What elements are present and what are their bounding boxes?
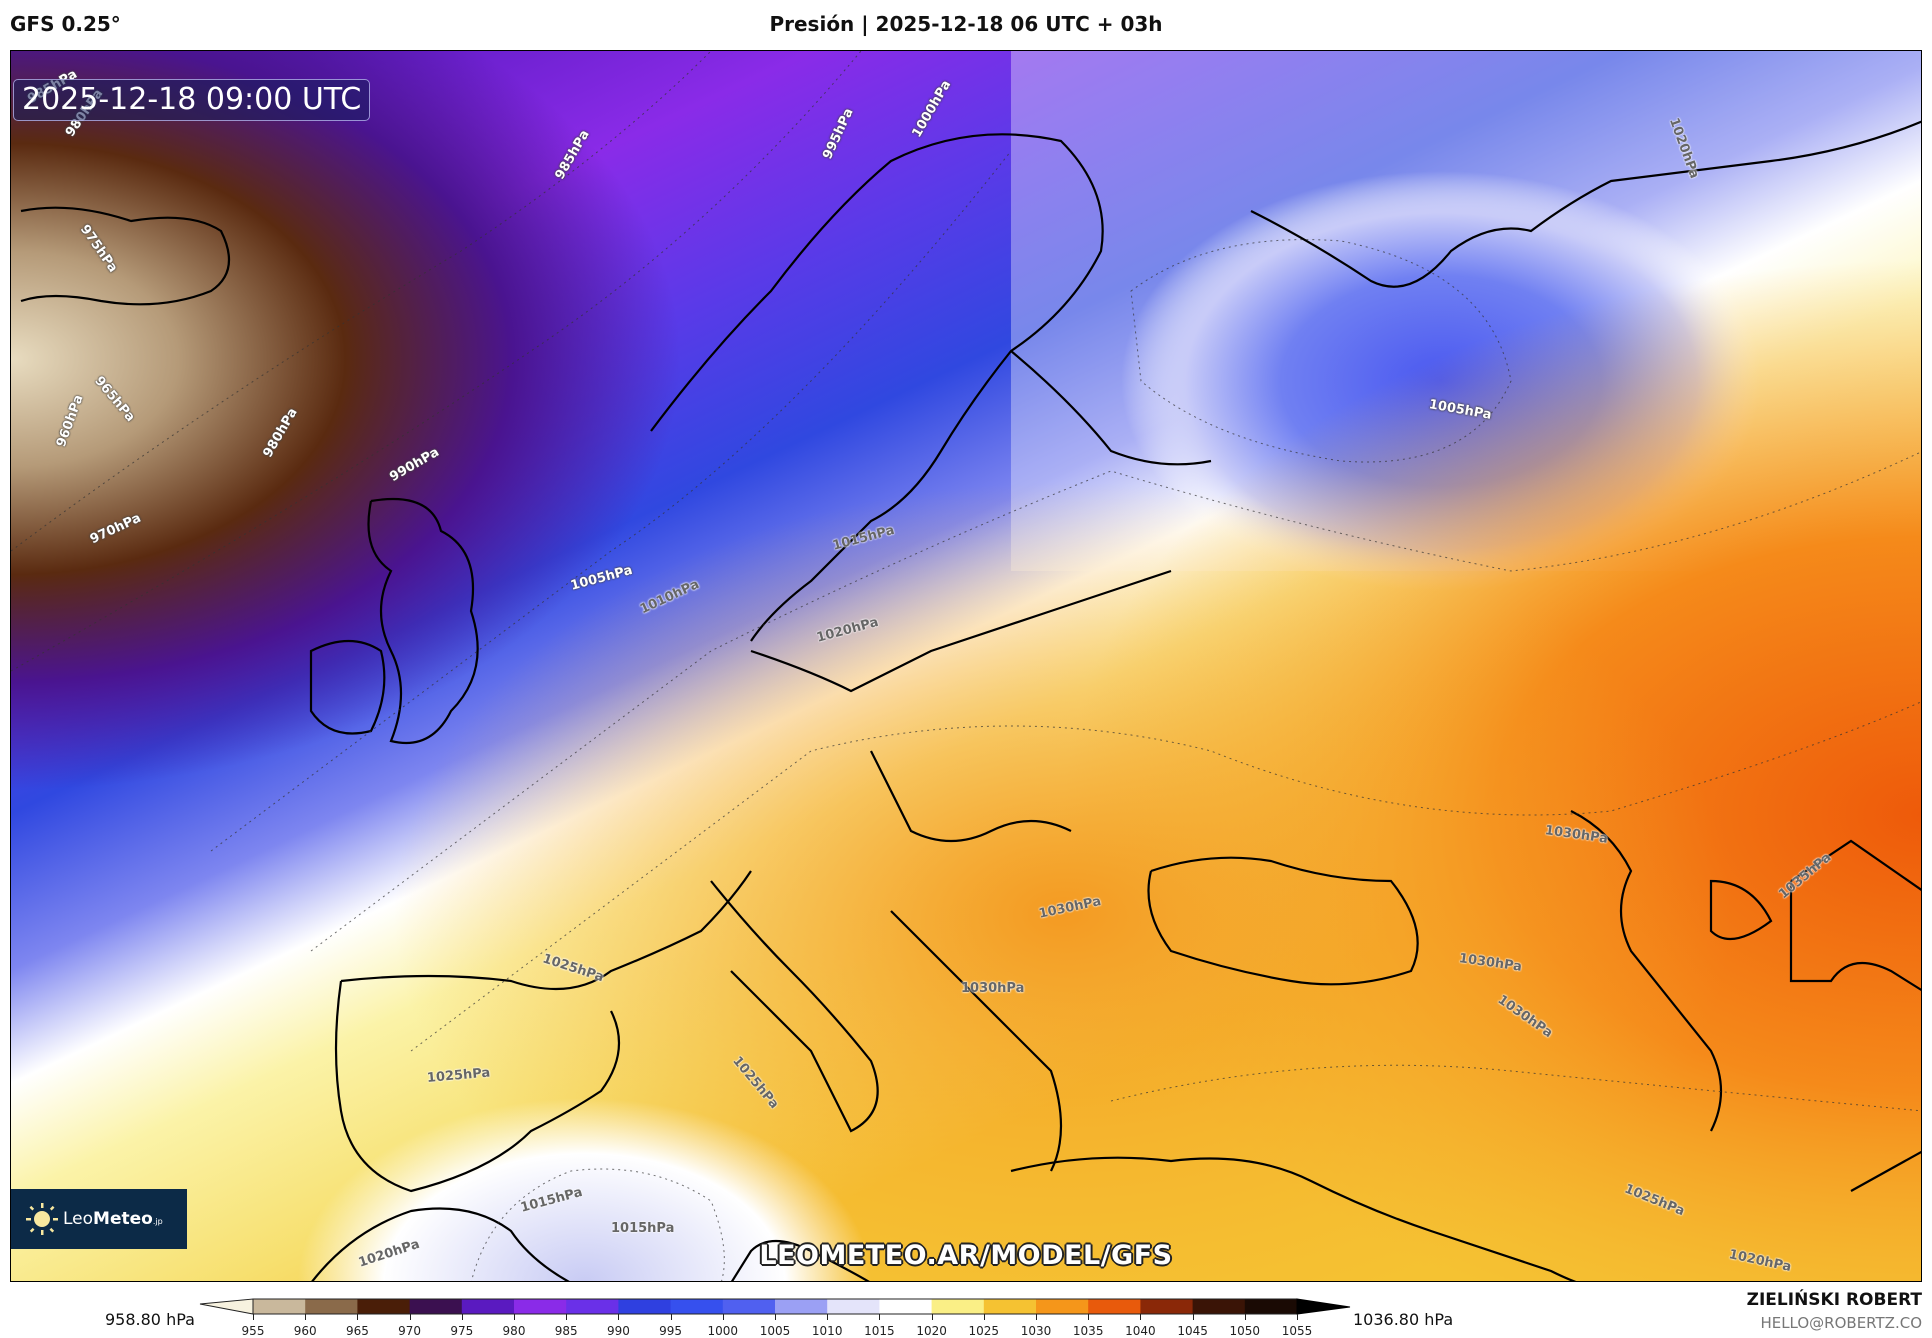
colorbar-tick-mark [253, 1314, 254, 1320]
logo-text: LeoMeteo.jp [63, 1209, 163, 1229]
colorbar-tick-mark [983, 1314, 985, 1320]
colorbar-tick-label: 985 [554, 1324, 578, 1338]
colorbar-tick-mark [827, 1314, 829, 1320]
colorbar-tick-label: 955 [241, 1324, 265, 1338]
colorbar-tick-label: 1020 [916, 1324, 947, 1338]
isobar-label: 1030hPa [961, 981, 1025, 996]
colorbar-tick-mark [931, 1314, 933, 1320]
colorbar-tick-label: 990 [606, 1324, 630, 1338]
colorbar-tick-label: 995 [659, 1324, 683, 1338]
colorbar-tick-mark [1088, 1314, 1090, 1320]
colorbar [199, 1298, 1351, 1315]
colorbar-tick-mark [722, 1314, 724, 1320]
colorbar-tick-label: 1055 [1281, 1324, 1313, 1338]
colorbar-min-value: 958.80 hPa [105, 1310, 195, 1329]
colorbar-tick-label: 965 [345, 1324, 369, 1338]
colorbar-tick-label: 1010 [811, 1324, 843, 1338]
colorbar-tick-label: 975 [450, 1324, 474, 1338]
colorbar-max-value: 1036.80 hPa [1353, 1310, 1454, 1329]
colorbar-tick-mark [775, 1314, 776, 1320]
isobar-label: 1015hPa [611, 1221, 675, 1236]
colorbar-tick-label: 1040 [1125, 1324, 1156, 1338]
valid-time-badge: 2025-12-18 09:00 UTC [13, 79, 371, 121]
colorbar-tick-label: 1025 [968, 1324, 1000, 1338]
coastlines [20, 120, 1921, 1281]
colorbar-tick-label: 1050 [1229, 1324, 1261, 1338]
author-name: ZIELIŃSKI ROBERT [1746, 1290, 1922, 1310]
colorbar-tick-label: 1000 [707, 1324, 739, 1338]
colorbar-tick-label: 980 [502, 1324, 526, 1338]
colorbar-tick-mark [1036, 1314, 1037, 1320]
colorbar-tick-label: 1030 [1020, 1324, 1052, 1338]
pressure-field [11, 51, 1921, 1281]
pressure-map: 985hPa975hPa980hPa965hPa960hPa970hPa980h… [10, 50, 1922, 1282]
author-email[interactable]: HELLO@ROBERTZ.CO [1760, 1314, 1922, 1332]
colorbar-tick-mark [305, 1314, 307, 1320]
colorbar-tick-label: 960 [293, 1324, 317, 1338]
source-watermark: LEOMETEO.AR/MODEL/GFS [759, 1240, 1173, 1271]
colorbar-tick-mark [357, 1314, 359, 1320]
chart-title: Presión | 2025-12-18 06 UTC + 03h [769, 12, 1163, 36]
colorbar-tick-mark [618, 1314, 620, 1320]
colorbar-tick-mark [461, 1314, 463, 1320]
colorbar-tick-label: 1015 [864, 1324, 895, 1338]
colorbar-tick-label: 1005 [759, 1324, 791, 1338]
model-label: GFS 0.25° [10, 12, 121, 36]
colorbar-tick-mark [409, 1314, 411, 1320]
colorbar-tick-mark [879, 1314, 881, 1320]
colorbar-tick-label: 1035 [1072, 1324, 1104, 1338]
colorbar-tick-mark [1297, 1314, 1298, 1320]
colorbar-tick-mark [514, 1314, 515, 1320]
colorbar-tick-mark [566, 1314, 568, 1320]
sun-icon [25, 1202, 59, 1236]
isobars [11, 51, 1921, 1281]
colorbar-tick-mark [1140, 1314, 1142, 1320]
colorbar-tick-mark [670, 1314, 672, 1320]
colorbar-tick-mark [1244, 1314, 1246, 1320]
colorbar-tick-label: 1045 [1177, 1324, 1208, 1338]
colorbar-tick-mark [1192, 1314, 1194, 1320]
colorbar-tick-label: 970 [398, 1324, 422, 1338]
leometeo-logo[interactable]: LeoMeteo.jp [11, 1189, 187, 1249]
